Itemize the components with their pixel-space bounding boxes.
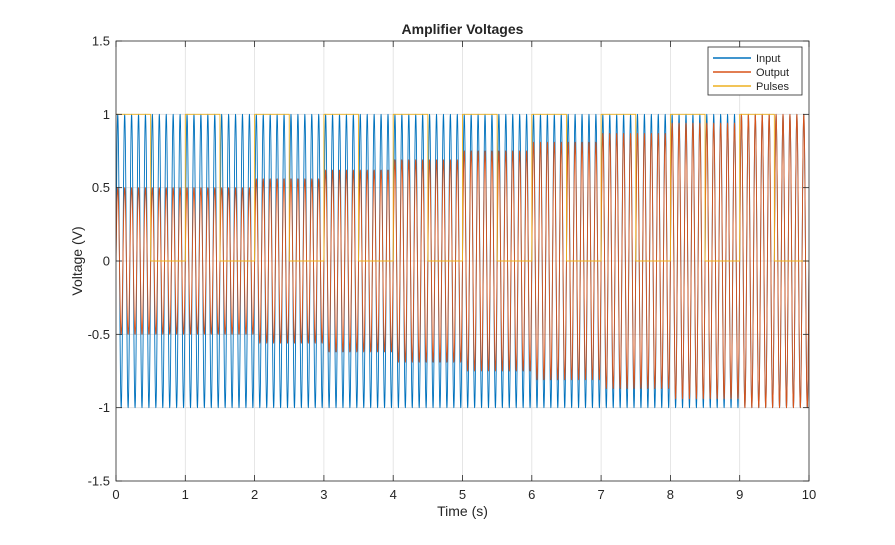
- legend: Input Output Pulses: [707, 46, 803, 96]
- x-tick-label: 4: [390, 487, 397, 502]
- series-line-pulses: [116, 113, 809, 262]
- legend-box: [707, 46, 803, 96]
- y-tick-label: -1: [98, 400, 110, 415]
- y-tick-label: -0.5: [88, 327, 110, 342]
- y-axis-label: Voltage (V): [69, 226, 85, 295]
- y-tick-label: 0.5: [92, 180, 110, 195]
- y-tick-label: -1.5: [88, 474, 110, 489]
- x-tick-label: 3: [320, 487, 327, 502]
- y-tick-label: 1: [103, 107, 110, 122]
- x-tick-label: 5: [459, 487, 466, 502]
- x-tick-label: 0: [112, 487, 119, 502]
- y-tick-label: 0: [103, 254, 110, 269]
- x-tick-label: 1: [182, 487, 189, 502]
- x-tick-label: 2: [251, 487, 258, 502]
- series-layer: [116, 113, 809, 409]
- chart-title: Amplifier Voltages: [402, 21, 524, 37]
- x-tick-label: 9: [736, 487, 743, 502]
- x-tick-label: 10: [802, 487, 816, 502]
- x-tick-label: 7: [597, 487, 604, 502]
- ticks: 0 1 2 3 4 5 6 7 8 9 10 -1.5 -1 -0.5 0 0.5 1 1.5: [88, 34, 817, 503]
- x-axis-label: Time (s): [437, 503, 488, 519]
- legend-label-input: Input: [756, 53, 780, 65]
- x-tick-label: 6: [528, 487, 535, 502]
- legend-label-pulses: Pulses: [756, 81, 790, 93]
- y-tick-label: 1.5: [92, 34, 110, 49]
- legend-label-output: Output: [756, 67, 789, 79]
- x-tick-label: 8: [667, 487, 674, 502]
